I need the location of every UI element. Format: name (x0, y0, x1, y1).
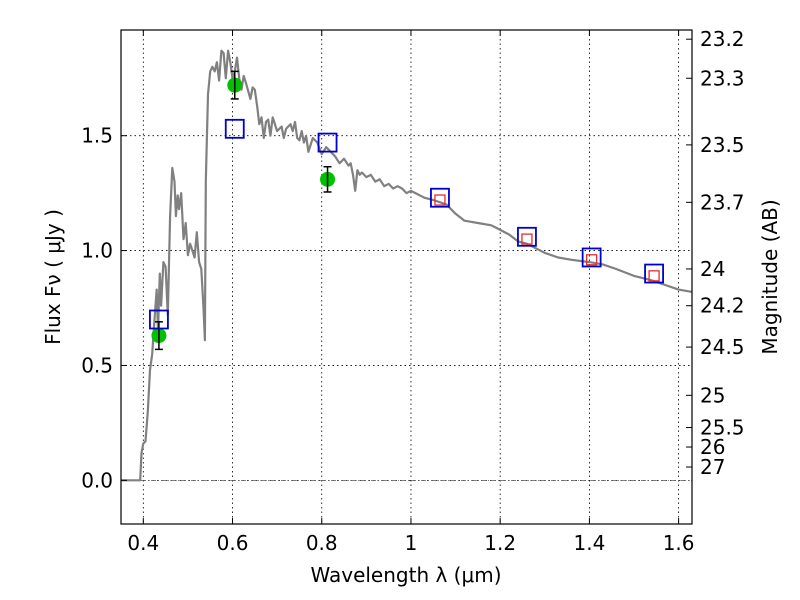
x-tick-label: 0.4 (127, 531, 159, 555)
magnitude-tick-label: 26 (700, 435, 725, 459)
model-point (644, 263, 664, 284)
photometry-points (149, 70, 664, 351)
axis-ticks (121, 30, 692, 524)
x-tick-label: 1.6 (663, 531, 695, 555)
x-tick-labels: 0.4 0.6 0.8 1 1.2 1.4 1.6 (127, 531, 694, 555)
model-point (581, 247, 602, 268)
magnitude-tick-label: 25.5 (700, 415, 745, 439)
magnitude-tick-label: 24 (700, 257, 725, 281)
y-tick-label: 1.5 (81, 124, 113, 148)
y-tick-labels: 0.0 0.5 1.0 1.5 (81, 124, 113, 493)
model-point (517, 226, 537, 247)
y-tick-label: 0.0 (81, 468, 113, 492)
magnitude-tick-label: 24.5 (700, 335, 745, 359)
x-tick-label: 0.8 (306, 531, 338, 555)
model-point (224, 118, 245, 139)
plot-frame (120, 29, 693, 525)
x-tick-label: 1.2 (484, 531, 516, 555)
magnitude-tick-label: 23.5 (700, 133, 745, 157)
magnitude-tick-label: 23.3 (700, 66, 745, 90)
y-tick-label: 0.5 (81, 353, 113, 377)
magnitude-tick-label: 25 (700, 383, 725, 407)
x-tick-label: 1.4 (573, 531, 605, 555)
y-tick-label: 1.0 (81, 239, 113, 263)
nir-point (585, 254, 598, 266)
y-axis-label: Flux Fν ( μJy ) (41, 209, 65, 345)
nir-point (521, 233, 533, 245)
magnitude-tick-label: 23.7 (700, 190, 745, 214)
grid-lines (121, 30, 692, 524)
x-tick-label: 1 (405, 531, 418, 555)
nir-point (648, 270, 660, 282)
model-point (430, 187, 450, 208)
nir-point (434, 194, 446, 206)
model-point (317, 132, 338, 153)
magnitude-tick-label: 27 (700, 455, 725, 479)
x-tick-label: 0.6 (217, 531, 249, 555)
model-point (149, 309, 169, 330)
magnitude-tick-label: 24.2 (700, 294, 745, 318)
magnitude-tick-label: 23.2 (700, 27, 745, 51)
right-axis-label: Magnitude (AB) (758, 199, 782, 354)
x-axis-label: Wavelength λ (μm) (310, 563, 501, 587)
